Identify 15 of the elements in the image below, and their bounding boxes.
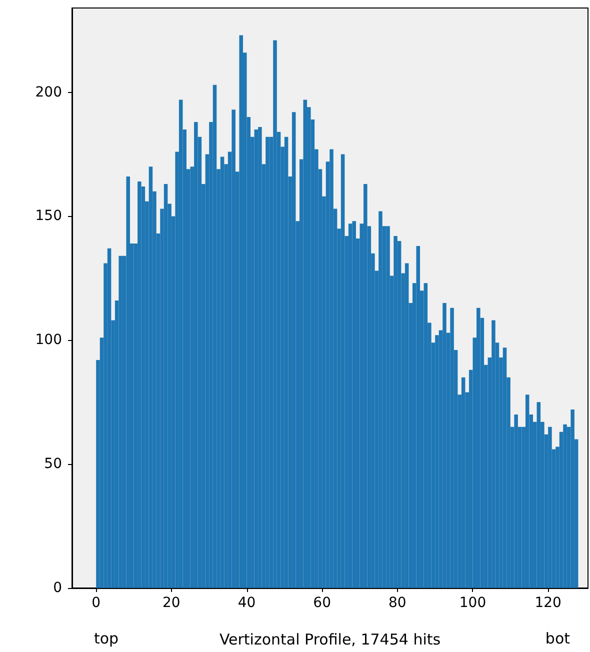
text: top (94, 630, 119, 648)
x-tick-label: 80 (388, 595, 406, 611)
x-tick-label: 40 (238, 595, 256, 611)
y-tick-label: 200 (35, 84, 62, 100)
x-tick-label: 120 (534, 595, 562, 611)
y-tick-label: 50 (44, 456, 62, 472)
y-tick-label: 150 (35, 208, 62, 224)
y-tick-label: 0 (53, 580, 62, 596)
y-tick-label: 100 (35, 332, 62, 348)
x-axis-title: Vertizontal Profile, 17454 hits (219, 630, 441, 648)
text: bot (545, 630, 570, 648)
x-tick-label: 20 (162, 595, 180, 611)
x-tick-label: 60 (313, 595, 332, 611)
x-tick-label: 0 (92, 595, 101, 611)
x-tick-label: 100 (459, 595, 486, 611)
